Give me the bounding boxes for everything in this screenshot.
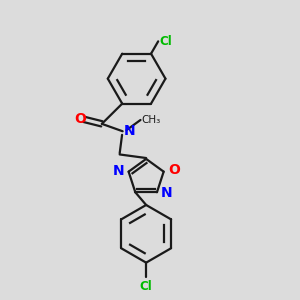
Text: Cl: Cl xyxy=(140,280,152,293)
Text: N: N xyxy=(124,124,135,138)
Text: O: O xyxy=(74,112,86,126)
Text: N: N xyxy=(161,186,173,200)
Text: N: N xyxy=(113,164,124,178)
Text: O: O xyxy=(168,164,180,178)
Text: Cl: Cl xyxy=(160,35,172,48)
Text: CH₃: CH₃ xyxy=(141,115,160,125)
